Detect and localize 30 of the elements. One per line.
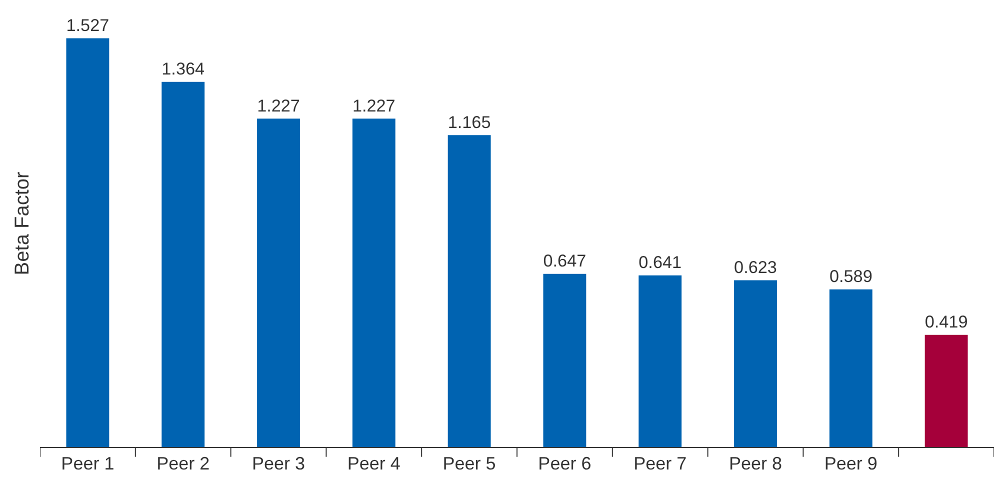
data-label: 0.641: [638, 252, 682, 272]
data-label: 1.227: [352, 95, 396, 116]
x-tick-label: Peer 9: [824, 454, 878, 474]
bar: [162, 82, 205, 447]
x-tick-label: Peer 7: [634, 454, 687, 474]
data-label: 1.527: [66, 14, 110, 35]
x-tick-label: Peer 2: [156, 454, 210, 474]
x-tick-label: Peer 8: [728, 454, 782, 474]
bar: [924, 334, 968, 447]
x-tick-label: Peer 4: [347, 454, 400, 474]
bar: [257, 118, 300, 447]
bar: [66, 38, 110, 447]
x-tick-label: Peer 3: [252, 454, 306, 474]
bar: [829, 289, 872, 447]
bar: [448, 135, 491, 447]
data-label: 1.364: [162, 58, 206, 79]
data-label: 0.623: [734, 256, 777, 277]
bar: [734, 280, 777, 447]
bar: [352, 118, 396, 447]
data-label: 1.227: [257, 95, 300, 116]
x-tick-label: Peer 1: [61, 454, 114, 474]
y-axis-title: Beta Factor: [12, 171, 34, 276]
x-tick-label: Peer 5: [442, 454, 496, 474]
x-tick-label: Peer 6: [538, 454, 592, 474]
data-label: 0.419: [924, 312, 968, 332]
data-label: 1.165: [448, 112, 491, 132]
bar: [638, 275, 682, 447]
data-label: 0.589: [829, 266, 872, 286]
bar: [543, 274, 586, 447]
data-label: 0.647: [543, 250, 586, 271]
